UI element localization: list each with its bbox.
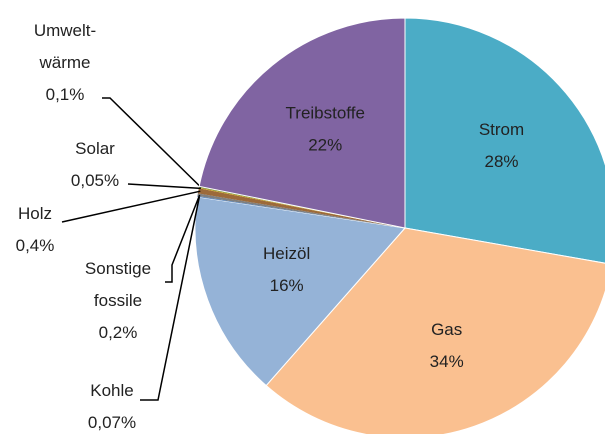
category-line: Umwelt-: [34, 21, 96, 40]
pie-slice: [197, 193, 405, 228]
pie-slice: [404, 17, 605, 264]
category-label: Heizöl: [263, 245, 310, 264]
category-label: Gas: [431, 320, 462, 339]
category-line: Heizöl: [263, 245, 310, 264]
category-line: Gas: [431, 320, 462, 339]
pie-slice: [198, 17, 406, 229]
category-line: Treibstoffe: [286, 104, 365, 123]
leader-line: [127, 183, 201, 190]
value-label: 0,4%: [16, 236, 55, 255]
value-label: 34%: [430, 352, 464, 371]
category-line: Kohle: [90, 381, 133, 400]
pie-slice: [265, 227, 605, 434]
slice-label: Heizöl 16%: [263, 245, 310, 296]
category-line: Holz: [18, 204, 52, 223]
slice-label: Holz 0,4%: [16, 204, 55, 255]
category-label: Umwelt-wärme: [34, 21, 96, 72]
category-label: Kohle: [90, 381, 133, 400]
category-line: wärme: [38, 53, 90, 72]
leader-line: [140, 196, 201, 401]
slice-label: Sonstige fossile 0,2%: [85, 259, 151, 342]
category-label: Solar: [75, 139, 115, 158]
category-label: Holz: [18, 204, 52, 223]
value-label: 16%: [270, 277, 304, 296]
category-label: Sonstige fossile: [85, 259, 151, 310]
value-label: 0,2%: [99, 323, 138, 342]
leader-line: [165, 194, 201, 283]
value-label: 22%: [308, 136, 342, 155]
slice-label: Treibstoffe 22%: [286, 104, 365, 155]
category-line: fossile: [94, 291, 142, 310]
category-line: Strom: [479, 120, 524, 139]
value-label: 0,05%: [71, 171, 119, 190]
pie-slice: [197, 188, 405, 228]
slice-label: Kohle 0,07%: [88, 381, 136, 432]
value-label: 0,07%: [88, 413, 136, 432]
slice-label: Strom 28%: [479, 120, 524, 171]
category-line: Solar: [75, 139, 115, 158]
category-label: Strom: [479, 120, 524, 139]
slice-label: Gas 34%: [430, 320, 464, 371]
value-label: 28%: [484, 152, 518, 171]
category-line: Sonstige: [85, 259, 151, 278]
slice-label: Umwelt-wärme 0,1%: [34, 21, 96, 104]
value-label: 0,1%: [46, 85, 85, 104]
slice-label: Solar 0,05%: [71, 139, 119, 190]
category-label: Treibstoffe: [286, 104, 365, 123]
leader-line: [102, 97, 202, 188]
pie-slice: [197, 195, 405, 228]
leader-line: [61, 190, 201, 223]
